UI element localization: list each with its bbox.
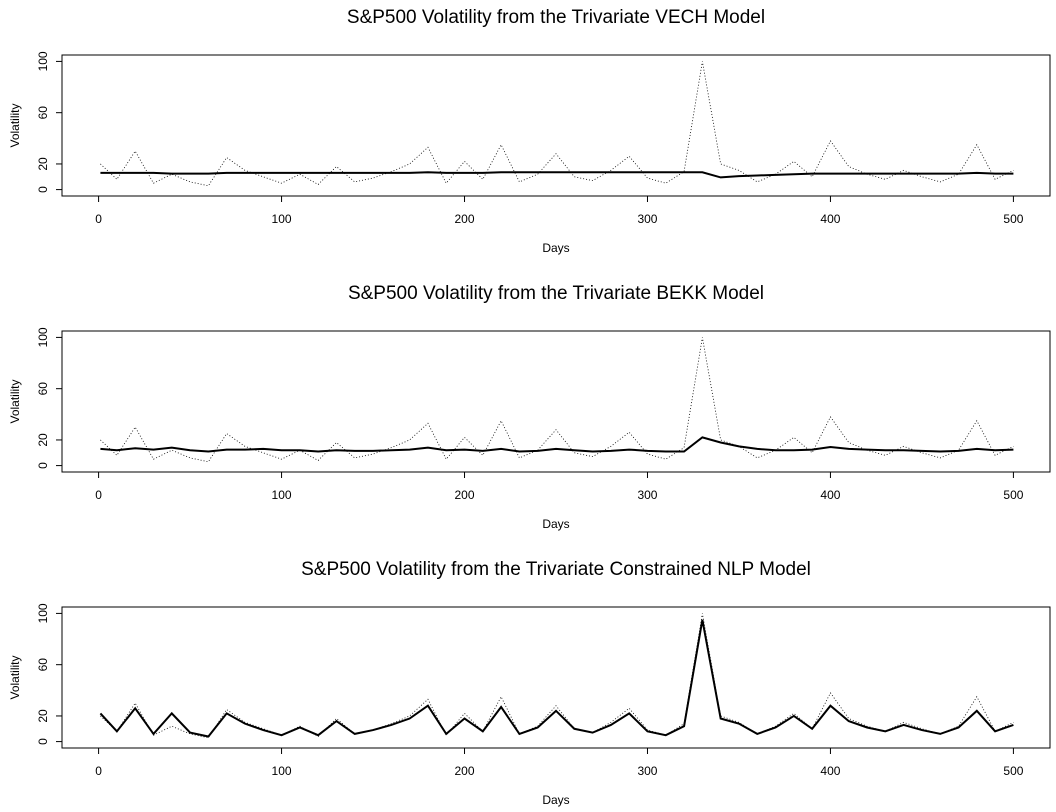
- y-axis-label: Volatility: [8, 655, 22, 699]
- x-axis-label: Days: [542, 517, 569, 531]
- x-tick-label: 500: [1003, 212, 1023, 226]
- x-tick-label: 300: [637, 764, 657, 778]
- x-tick-label: 400: [820, 488, 840, 502]
- solid-line: [100, 436, 1014, 453]
- y-tick-label: 0: [36, 462, 50, 469]
- y-tick-label: 60: [36, 658, 50, 672]
- y-tick-label: 100: [36, 603, 50, 623]
- y-tick-label: 20: [36, 157, 50, 171]
- dotted-line: [100, 337, 1014, 463]
- y-tick-label: 0: [36, 738, 50, 745]
- y-tick-label: 100: [36, 51, 50, 71]
- x-tick-label: 100: [272, 488, 292, 502]
- x-tick-label: 0: [95, 764, 102, 778]
- solid-line: [100, 171, 1014, 179]
- x-tick-label: 100: [272, 212, 292, 226]
- x-tick-label: 200: [455, 764, 475, 778]
- y-tick-label: 0: [36, 186, 50, 193]
- y-tick-label: 100: [36, 327, 50, 347]
- y-tick-label: 60: [36, 382, 50, 396]
- x-tick-label: 200: [455, 212, 475, 226]
- x-tick-label: 300: [637, 212, 657, 226]
- chart-title: S&P500 Volatility from the Trivariate VE…: [347, 7, 765, 28]
- plot-frame: [61, 330, 1051, 473]
- plot-frame: [61, 606, 1051, 749]
- y-axis-label: Volatility: [8, 103, 22, 147]
- x-tick-label: 100: [272, 764, 292, 778]
- chart-title: S&P500 Volatility from the Trivariate BE…: [348, 283, 764, 304]
- x-tick-label: 400: [820, 212, 840, 226]
- x-tick-label: 300: [637, 488, 657, 502]
- x-tick-label: 200: [455, 488, 475, 502]
- y-tick-label: 60: [36, 106, 50, 120]
- y-tick-label: 20: [36, 433, 50, 447]
- x-axis-label: Days: [542, 793, 569, 807]
- x-tick-label: 500: [1003, 764, 1023, 778]
- x-tick-label: 400: [820, 764, 840, 778]
- x-axis-label: Days: [542, 241, 569, 255]
- dotted-line: [100, 613, 1014, 739]
- solid-line: [99, 619, 1014, 738]
- chart-title: S&P500 Volatility from the Trivariate Co…: [301, 559, 811, 580]
- x-tick-label: 0: [95, 488, 102, 502]
- x-tick-label: 0: [95, 212, 102, 226]
- plot-frame: [61, 54, 1051, 197]
- y-axis-label: Volatility: [8, 379, 22, 423]
- y-tick-label: 20: [36, 709, 50, 723]
- dotted-line: [100, 61, 1014, 187]
- x-tick-label: 500: [1003, 488, 1023, 502]
